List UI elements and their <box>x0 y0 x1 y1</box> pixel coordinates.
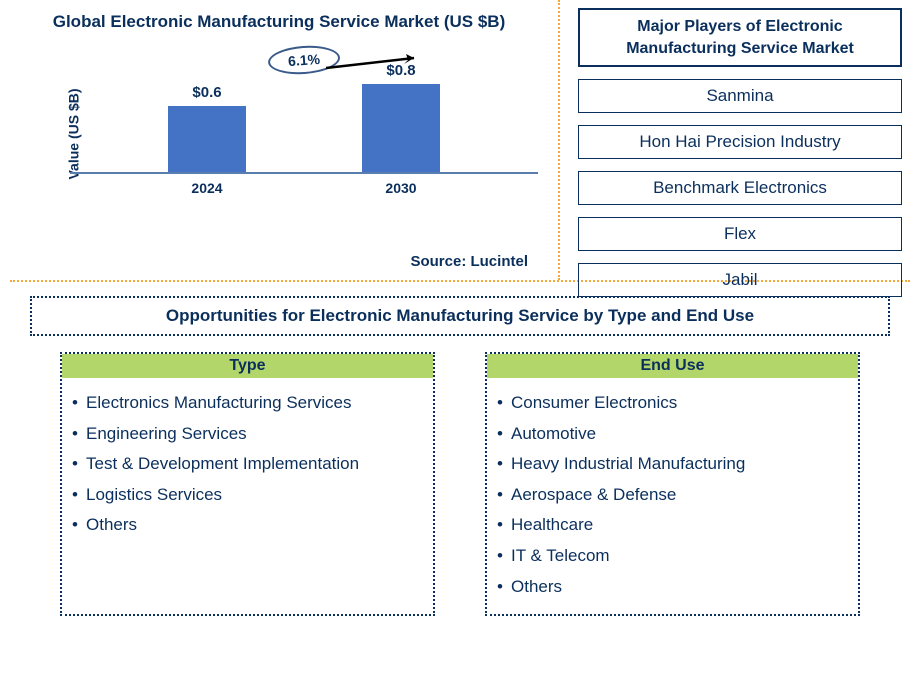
source-text: Source: Lucintel <box>410 253 528 270</box>
list-item-text: Healthcare <box>511 510 593 541</box>
column-header: Type <box>62 354 433 378</box>
bullet-icon: • <box>497 449 511 480</box>
player-box: Jabil <box>578 263 902 297</box>
bullet-icon: • <box>497 480 511 511</box>
bullet-icon: • <box>497 572 511 603</box>
list-item: •Electronics Manufacturing Services <box>72 388 425 419</box>
player-box: Hon Hai Precision Industry <box>578 125 902 159</box>
top-row: Global Electronic Manufacturing Service … <box>0 0 920 280</box>
opportunity-columns: Type •Electronics Manufacturing Services… <box>0 352 920 616</box>
bullet-icon: • <box>72 449 86 480</box>
players-title: Major Players of Electronic Manufacturin… <box>578 8 902 67</box>
bullet-icon: • <box>497 388 511 419</box>
player-box: Flex <box>578 217 902 251</box>
bullet-icon: • <box>497 510 511 541</box>
chart-area: Value (US $B) 6.1% $0.6 $0.8 <box>70 54 538 214</box>
list-item-text: Test & Development Implementation <box>86 449 359 480</box>
growth-annotation: 6.1% <box>268 46 340 74</box>
bar-value-label: $0.6 <box>192 84 221 101</box>
bullet-icon: • <box>72 480 86 511</box>
list-item: •Consumer Electronics <box>497 388 850 419</box>
x-label-0: 2024 <box>191 180 222 196</box>
list-item-text: IT & Telecom <box>511 541 610 572</box>
list-item: •Healthcare <box>497 510 850 541</box>
list-item: •Logistics Services <box>72 480 425 511</box>
x-axis-labels: 2024 2030 <box>70 174 538 196</box>
chart-title: Global Electronic Manufacturing Service … <box>20 10 538 34</box>
list-item: •Others <box>497 572 850 603</box>
list-item-text: Others <box>511 572 562 603</box>
list-item: •Aerospace & Defense <box>497 480 850 511</box>
chart-section: Global Electronic Manufacturing Service … <box>0 0 560 280</box>
list-item-text: Aerospace & Defense <box>511 480 676 511</box>
list-item: •Heavy Industrial Manufacturing <box>497 449 850 480</box>
player-box: Benchmark Electronics <box>578 171 902 205</box>
list-item: •IT & Telecom <box>497 541 850 572</box>
column-list: •Electronics Manufacturing Services•Engi… <box>62 378 433 553</box>
column-enduse: End Use •Consumer Electronics•Automotive… <box>485 352 860 616</box>
column-header: End Use <box>487 354 858 378</box>
bar-0 <box>168 106 246 172</box>
bars-container: 6.1% $0.6 $0.8 <box>70 54 538 174</box>
opportunities-title: Opportunities for Electronic Manufacturi… <box>30 296 890 336</box>
list-item-text: Automotive <box>511 419 596 450</box>
bullet-icon: • <box>72 388 86 419</box>
list-item: •Test & Development Implementation <box>72 449 425 480</box>
bullet-icon: • <box>72 419 86 450</box>
list-item-text: Others <box>86 510 137 541</box>
player-box: Sanmina <box>578 79 902 113</box>
list-item-text: Engineering Services <box>86 419 247 450</box>
players-section: Major Players of Electronic Manufacturin… <box>560 0 920 280</box>
bullet-icon: • <box>497 541 511 572</box>
bar-group-0: $0.6 <box>168 106 246 172</box>
list-item-text: Logistics Services <box>86 480 222 511</box>
list-item-text: Electronics Manufacturing Services <box>86 388 352 419</box>
growth-arrow-icon <box>326 54 426 74</box>
list-item-text: Heavy Industrial Manufacturing <box>511 449 745 480</box>
list-item: •Engineering Services <box>72 419 425 450</box>
list-item: •Others <box>72 510 425 541</box>
column-type: Type •Electronics Manufacturing Services… <box>60 352 435 616</box>
bullet-icon: • <box>497 419 511 450</box>
list-item: •Automotive <box>497 419 850 450</box>
list-item-text: Consumer Electronics <box>511 388 677 419</box>
x-label-1: 2030 <box>385 180 416 196</box>
bullet-icon: • <box>72 510 86 541</box>
bar-1 <box>362 84 440 172</box>
bar-group-1: $0.8 <box>362 84 440 172</box>
column-list: •Consumer Electronics•Automotive•Heavy I… <box>487 378 858 614</box>
